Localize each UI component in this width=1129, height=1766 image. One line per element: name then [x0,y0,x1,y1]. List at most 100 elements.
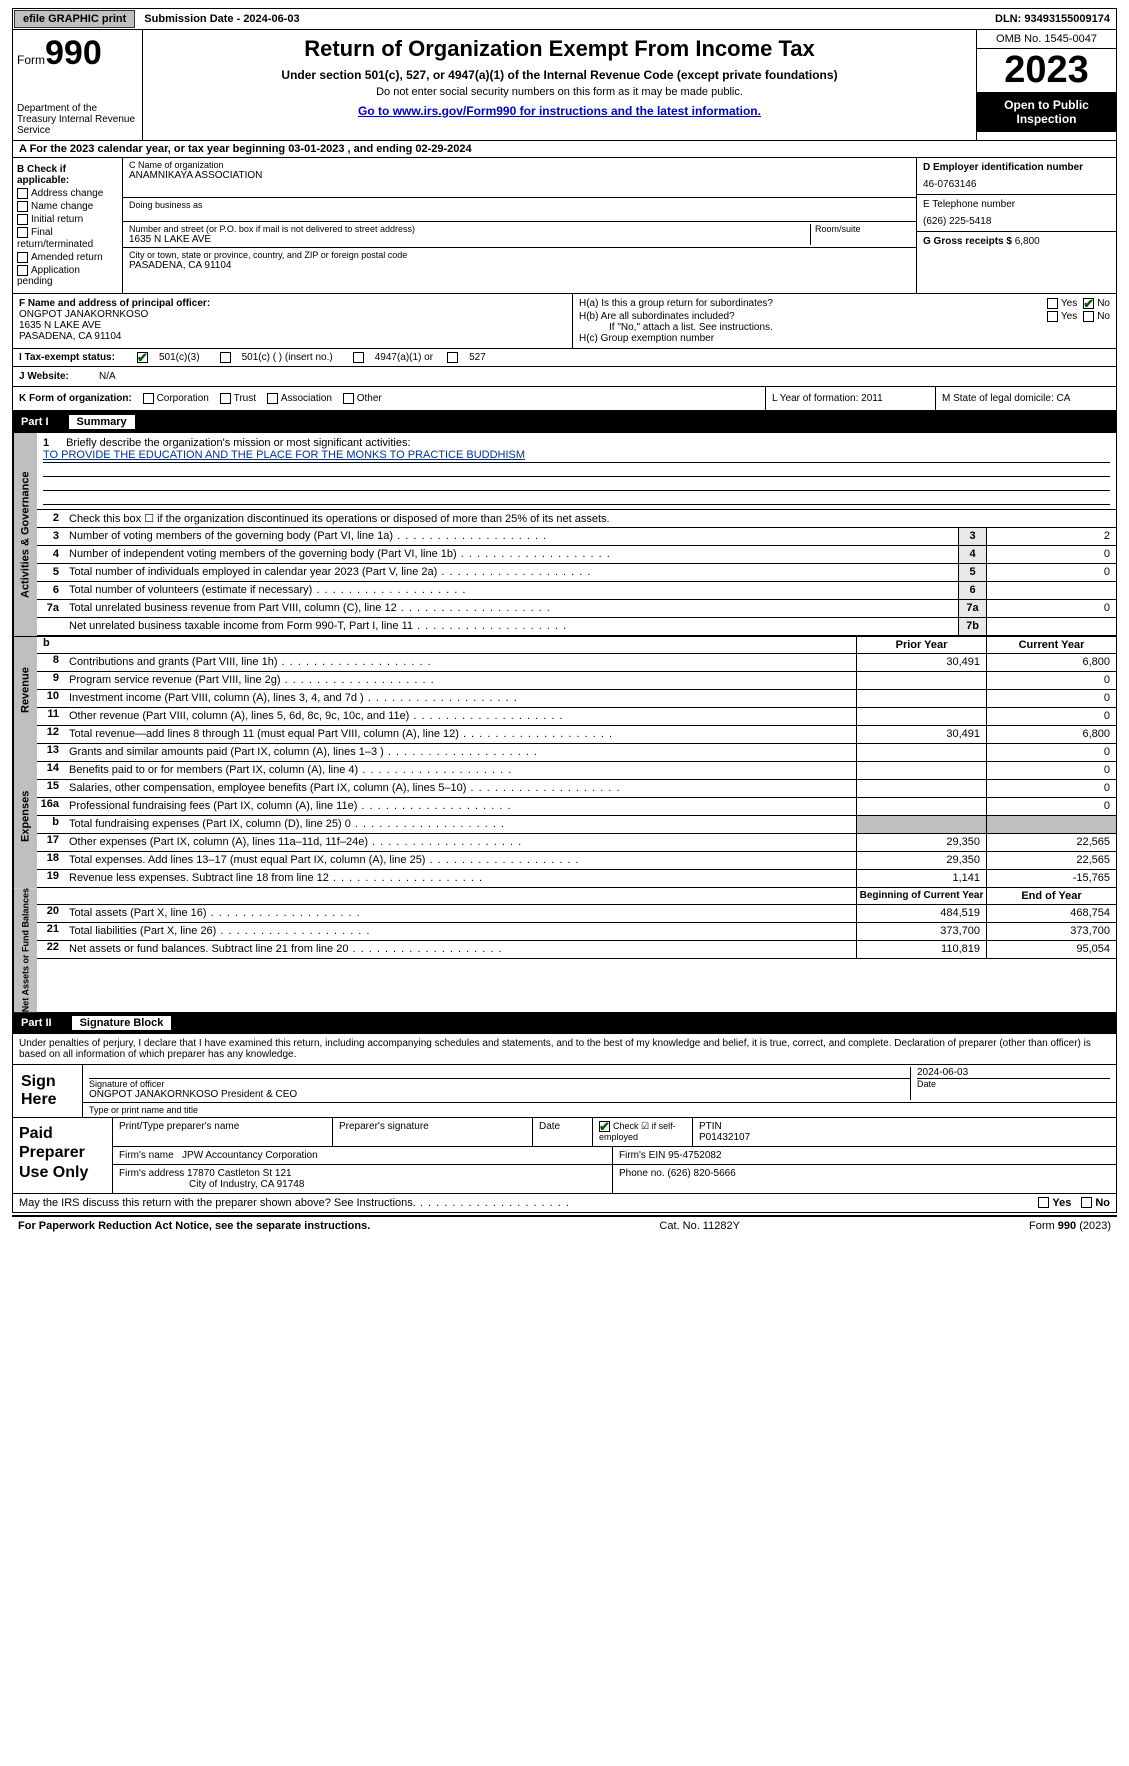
block-fh: F Name and address of principal officer:… [12,294,1117,349]
rev-lines-0: 8Contributions and grants (Part VIII, li… [37,654,1116,672]
hb-label: H(b) Are all subordinates included? [579,311,1047,322]
gov-line-6: Net unrelated business taxable income fr… [37,618,1116,636]
ha-yes[interactable] [1047,298,1058,309]
sign-block: Sign Here Signature of officer ONGPOT JA… [12,1065,1117,1118]
exp-lines-0: 13Grants and similar amounts paid (Part … [37,744,1116,762]
gov-line-4: 6Total number of volunteers (estimate if… [37,582,1116,600]
firm-name: JPW Accountancy Corporation [182,1150,318,1161]
part2-header: Part II Signature Block [12,1012,1117,1034]
website-value: N/A [99,371,116,382]
officer-addr2: PASADENA, CA 91104 [19,331,566,342]
rev-lines-2: 10Investment income (Part VIII, column (… [37,690,1116,708]
hb-note: If "No," attach a list. See instructions… [579,322,1110,333]
vtab-netassets: Net Assets or Fund Balances [13,888,37,1012]
efile-button[interactable]: efile GRAPHIC print [14,10,135,28]
cb-initial[interactable]: Initial return [17,214,118,225]
vtab-revenue: Revenue [13,637,37,744]
cb-trust[interactable] [220,393,231,404]
org-name: ANAMNIKAYA ASSOCIATION [129,170,910,181]
tel-label: E Telephone number [923,199,1110,210]
l-year: L Year of formation: 2011 [766,387,936,410]
col-c: C Name of organization ANAMNIKAYA ASSOCI… [123,158,916,293]
part2-num: Part II [21,1017,72,1029]
page-footer: For Paperwork Reduction Act Notice, see … [12,1215,1117,1235]
cb-501c3[interactable] [137,352,148,363]
end-year-hdr: End of Year [986,888,1116,904]
cb-amended[interactable]: Amended return [17,252,118,263]
street-address: 1635 N LAKE AVE [129,234,810,245]
cb-corp[interactable] [143,393,154,404]
k-label: K Form of organization: [19,393,132,404]
cb-self-employed[interactable] [599,1121,610,1132]
rev-lines-4: 12Total revenue—add lines 8 through 11 (… [37,726,1116,744]
type-name-label: Type or print name and title [83,1103,1116,1117]
line-a: A For the 2023 calendar year, or tax yea… [12,141,1117,158]
gov-line-1: 3Number of voting members of the governi… [37,528,1116,546]
ha-label: H(a) Is this a group return for subordin… [579,298,1047,309]
room-label: Room/suite [815,224,910,234]
phone-value: (626) 820-5666 [667,1168,735,1179]
form-number: 990 [45,34,102,72]
irs-link[interactable]: www.irs.gov/Form990 [393,104,517,118]
hb-no[interactable] [1083,311,1094,322]
org-name-label: C Name of organization [129,160,910,170]
cb-527[interactable] [447,352,458,363]
part1-title: Summary [69,415,135,429]
cb-address[interactable]: Address change [17,188,118,199]
vtab-governance: Activities & Governance [13,433,37,636]
firm-addr2: City of Industry, CA 91748 [119,1179,304,1190]
cb-final[interactable]: Final return/terminated [17,227,118,249]
exp-lines-7: 19Revenue less expenses. Subtract line 1… [37,870,1116,888]
gov-line-5: 7aTotal unrelated business revenue from … [37,600,1116,618]
cb-501c[interactable] [220,352,231,363]
mission-text: TO PROVIDE THE EDUCATION AND THE PLACE F… [43,449,1110,463]
mission-label: Briefly describe the organization's miss… [66,437,410,449]
prep-date-lbl: Date [533,1118,593,1146]
city-label: City or town, state or province, country… [129,250,910,260]
col-b: B Check if applicable: Address change Na… [13,158,123,293]
cb-other[interactable] [343,393,354,404]
exp-lines-6: 18Total expenses. Add lines 13–17 (must … [37,852,1116,870]
tax-status-row: I Tax-exempt status: 501(c)(3) 501(c) ( … [12,349,1117,367]
officer-addr1: 1635 N LAKE AVE [19,320,566,331]
officer-sig-name: ONGPOT JANAKORNKOSO President & CEO [89,1089,910,1100]
cb-assoc[interactable] [267,393,278,404]
discuss-no[interactable] [1081,1197,1092,1208]
ha-no[interactable] [1083,298,1094,309]
discuss-yes[interactable] [1038,1197,1049,1208]
cb-name[interactable]: Name change [17,201,118,212]
prep-sig-lbl: Preparer's signature [333,1118,533,1146]
addr-label: Number and street (or P.O. box if mail i… [129,224,810,234]
cb-pending[interactable]: Application pending [17,265,118,287]
officer-name: ONGPOT JANAKORNKOSO [19,309,566,320]
discuss-text: May the IRS discuss this return with the… [19,1197,1038,1209]
firm-addr-lbl: Firm's address [119,1168,184,1179]
prep-name-lbl: Print/Type preparer's name [113,1118,333,1146]
open-inspection: Open to Public Inspection [977,92,1116,132]
website-label: J Website: [19,371,99,382]
line1-num: 1 [43,437,63,449]
governance-section: Activities & Governance 1 Briefly descri… [12,433,1117,636]
k-row: K Form of organization: Corporation Trus… [12,387,1117,411]
tax-label: I Tax-exempt status: [19,352,129,363]
part1-num: Part I [21,416,69,428]
exp-lines-2: 15Salaries, other compensation, employee… [37,780,1116,798]
city-state-zip: PASADENA, CA 91104 [129,260,910,271]
expenses-section: Expenses 13Grants and similar amounts pa… [12,744,1117,888]
omb-number: OMB No. 1545-0047 [977,30,1116,49]
net-lines-2: 22Net assets or fund balances. Subtract … [37,941,1116,959]
exp-lines-5: 17Other expenses (Part IX, column (A), l… [37,834,1116,852]
ein-value: 46-0763146 [923,179,1110,190]
exp-lines-4: bTotal fundraising expenses (Part IX, co… [37,816,1116,834]
cb-4947[interactable] [353,352,364,363]
block-bcd: B Check if applicable: Address change Na… [12,158,1117,294]
sign-here-label: Sign Here [13,1065,83,1117]
exp-lines-1: 14Benefits paid to or for members (Part … [37,762,1116,780]
ein-label: D Employer identification number [923,162,1110,173]
sig-date: 2024-06-03 [917,1067,1110,1079]
gov-line-3: 5Total number of individuals employed in… [37,564,1116,582]
rev-lines-1: 9Program service revenue (Part VIII, lin… [37,672,1116,690]
phone-lbl: Phone no. [619,1168,665,1179]
exp-lines-3: 16aProfessional fundraising fees (Part I… [37,798,1116,816]
hb-yes[interactable] [1047,311,1058,322]
